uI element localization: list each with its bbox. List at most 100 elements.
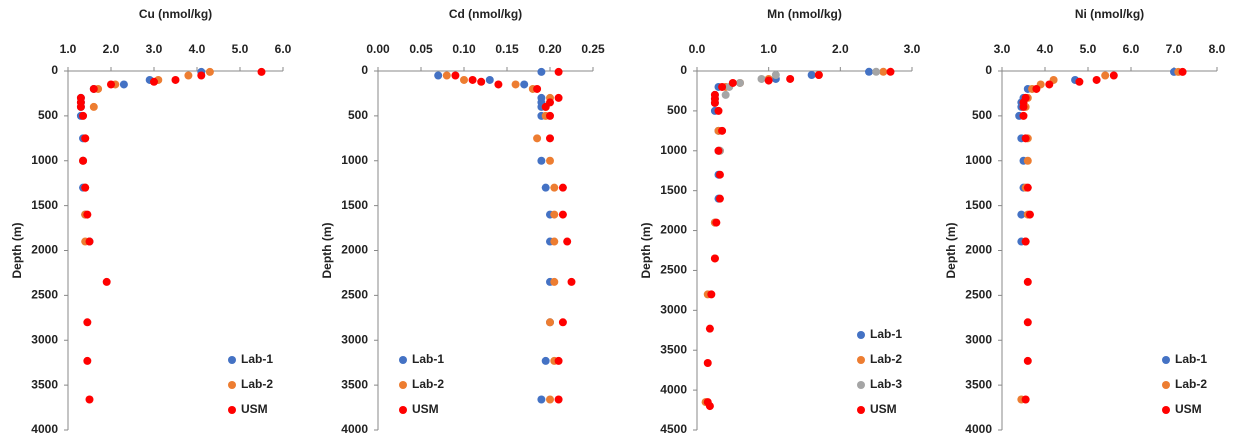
data-point <box>1045 80 1054 89</box>
x-tick-label: 3.0 <box>994 42 1011 56</box>
x-tick-label: 5.0 <box>232 42 249 56</box>
data-point <box>546 111 554 120</box>
panel: Cd (nmol/kg) Depth (m) 0.00 0.05 0.10 0.15 0.2… <box>320 7 605 436</box>
panel: Mn (nmol/kg) Depth (m) 0.0 1.0 2.0 3.0 0 500 100… <box>639 7 920 436</box>
data-point <box>1019 111 1028 120</box>
y-tick-label: 1000 <box>965 153 992 167</box>
legend-label: Lab-1 <box>412 352 444 366</box>
y-tick-label: 3000 <box>341 332 368 346</box>
data-point <box>764 76 773 85</box>
data-point <box>718 126 727 135</box>
x-tick-label: 6.0 <box>1123 42 1140 56</box>
legend-marker <box>399 406 407 414</box>
y-tick-label: 2000 <box>965 243 992 257</box>
y-tick-label: 1000 <box>660 143 687 157</box>
data-point <box>89 102 98 111</box>
data-point <box>872 67 881 76</box>
legend-label: Lab-2 <box>412 377 444 391</box>
chart-title: Mn (nmol/kg) <box>767 7 842 21</box>
x-tick-label: 0.05 <box>409 42 433 56</box>
x-tick-label: 0.10 <box>452 42 476 56</box>
legend-marker <box>1162 381 1170 389</box>
y-axis-label: Depth (m) <box>320 223 334 279</box>
y-tick-label: 3000 <box>31 332 58 346</box>
x-tick-label: 1.0 <box>760 42 777 56</box>
data-point <box>1178 67 1187 76</box>
data-point <box>712 218 721 227</box>
data-point <box>79 156 88 165</box>
y-tick-label: 2500 <box>31 288 58 302</box>
x-tick-label: 3.0 <box>146 42 163 56</box>
data-point <box>85 237 94 246</box>
x-tick-label: 0.20 <box>538 42 562 56</box>
data-point <box>1023 183 1032 192</box>
data-point <box>728 78 737 87</box>
legend-label: USM <box>241 402 268 416</box>
data-point <box>721 90 730 99</box>
legend-label: Lab-2 <box>241 377 273 391</box>
data-point <box>865 67 873 76</box>
legend-label: Lab-2 <box>870 352 902 366</box>
data-point <box>1092 75 1101 84</box>
x-tick-label: 6.0 <box>275 42 292 56</box>
legend-marker <box>399 381 407 389</box>
y-tick-label: 3000 <box>660 303 687 317</box>
x-tick-label: 4.0 <box>189 42 206 56</box>
y-tick-label: 500 <box>972 108 992 122</box>
data-point <box>554 356 563 365</box>
data-point <box>546 134 554 143</box>
legend-label: Lab-3 <box>870 377 902 391</box>
x-tick-label: 5.0 <box>1080 42 1097 56</box>
data-point <box>520 80 529 89</box>
y-axis-label: Depth (m) <box>639 223 653 279</box>
y-tick-label: 4000 <box>341 422 368 436</box>
legend-marker <box>228 356 236 364</box>
x-tick-label: 0.15 <box>495 42 519 56</box>
data-point <box>567 277 576 286</box>
data-point <box>533 84 542 93</box>
y-tick-label: 1500 <box>341 198 368 212</box>
data-point <box>1021 134 1030 143</box>
data-point <box>442 71 451 80</box>
data-point <box>1023 156 1032 165</box>
data-point <box>85 395 94 404</box>
y-tick-label: 3500 <box>660 342 687 356</box>
data-point <box>1101 71 1110 80</box>
y-tick-label: 0 <box>985 63 992 77</box>
y-tick-label: 4000 <box>965 422 992 436</box>
data-point <box>879 67 888 76</box>
data-point <box>546 156 554 165</box>
y-tick-label: 0 <box>361 63 368 77</box>
data-point <box>736 78 744 87</box>
x-tick-label: 1.0 <box>60 42 77 56</box>
data-point <box>714 146 723 155</box>
y-tick-label: 2000 <box>341 243 368 257</box>
data-point <box>558 183 567 192</box>
data-point <box>786 74 795 83</box>
data-point <box>715 194 724 203</box>
data-point <box>807 70 816 79</box>
legend-label: USM <box>1175 402 1202 416</box>
data-point <box>83 318 92 327</box>
y-tick-label: 2000 <box>31 243 58 257</box>
data-point <box>550 210 559 219</box>
data-point <box>886 67 895 76</box>
legend-label: USM <box>870 402 897 416</box>
data-point <box>102 277 111 286</box>
data-point <box>546 318 554 327</box>
data-point <box>705 402 714 411</box>
y-axis-label: Depth (m) <box>944 223 958 279</box>
legend-label: Lab-2 <box>1175 377 1207 391</box>
data-point <box>1023 277 1032 286</box>
panel: Cu (nmol/kg) Depth (m) 1.0 2.0 3.0 4.0 5.0 6.0 0… <box>10 7 291 436</box>
legend-label: Lab-1 <box>241 352 273 366</box>
data-point <box>83 356 92 365</box>
y-axis-label: Depth (m) <box>10 223 24 279</box>
panel: Ni (nmol/kg) Depth (m) 3.0 4.0 5.0 6.0 7.0 8.0 0… <box>944 7 1225 436</box>
x-tick-label: 3.0 <box>904 42 921 56</box>
legend-marker <box>1162 406 1170 414</box>
y-tick-label: 3500 <box>31 377 58 391</box>
x-tick-label: 0.0 <box>689 42 706 56</box>
data-point <box>494 80 503 89</box>
y-tick-label: 3500 <box>341 377 368 391</box>
